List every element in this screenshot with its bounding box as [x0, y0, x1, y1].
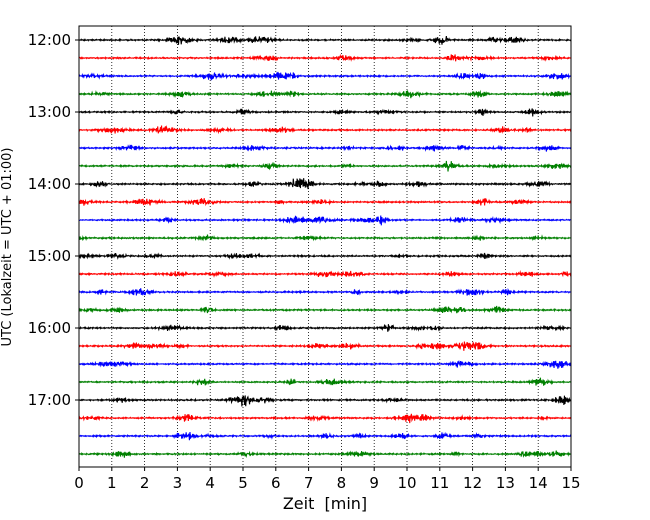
x-tick-label: 6 — [271, 474, 281, 492]
x-tick-label: 12 — [463, 474, 482, 492]
trace-1530 — [78, 287, 572, 296]
x-tick-label: 8 — [337, 474, 347, 492]
y-tick-label: 16:00 — [28, 319, 71, 337]
x-tick-label: 11 — [430, 474, 449, 492]
trace-1630 — [78, 359, 572, 369]
y-axis: 12:00 13:00 14:00 15:00 16:00 17:00 — [28, 31, 79, 409]
y-axis-label: UTC (Lokalzeit = UTC + 01:00) — [0, 148, 15, 347]
x-axis-label: Zeit [min] — [283, 494, 367, 513]
x-tick-label: 2 — [140, 474, 150, 492]
trace-1215 — [78, 53, 572, 62]
x-tick-label: 14 — [529, 474, 548, 492]
x-tick-label: 13 — [496, 474, 515, 492]
trace-1730 — [78, 431, 572, 441]
y-tick-label: 17:00 — [28, 391, 71, 409]
trace-1515 — [78, 269, 572, 278]
trace-1600 — [78, 324, 572, 332]
trace-1715 — [78, 413, 572, 424]
trace-1445 — [78, 234, 572, 242]
x-tick-label: 10 — [397, 474, 416, 492]
trace-1645 — [78, 377, 572, 386]
x-tick-label: 5 — [238, 474, 248, 492]
trace-1745 — [78, 450, 572, 459]
trace-1400 — [78, 178, 572, 190]
x-tick-label: 4 — [205, 474, 215, 492]
x-axis: 0 1 2 3 4 5 6 7 8 9 10 11 12 13 14 15 — [74, 467, 581, 492]
trace-1430 — [78, 215, 572, 226]
seismic-traces — [78, 35, 572, 459]
y-tick-label: 13:00 — [28, 103, 71, 121]
trace-1700 — [78, 395, 572, 407]
x-tick-label: 7 — [304, 474, 314, 492]
trace-1615 — [78, 341, 572, 351]
y-tick-label: 14:00 — [28, 175, 71, 193]
trace-1415 — [78, 198, 572, 207]
x-tick-label: 3 — [173, 474, 183, 492]
trace-1500 — [78, 252, 572, 260]
trace-1345 — [78, 160, 572, 172]
trace-1315 — [78, 125, 572, 135]
trace-1200 — [78, 35, 572, 45]
trace-1330 — [78, 144, 572, 152]
x-tick-label: 15 — [561, 474, 580, 492]
trace-1300 — [78, 108, 572, 117]
x-tick-label: 9 — [369, 474, 379, 492]
plot-frame — [78, 25, 572, 468]
trace-1230 — [78, 71, 572, 81]
trace-1545 — [78, 305, 572, 314]
y-tick-label: 15:00 — [28, 247, 71, 265]
x-tick-label: 0 — [74, 474, 84, 492]
y-tick-label: 12:00 — [28, 31, 71, 49]
trace-1245 — [78, 89, 572, 99]
x-tick-label: 1 — [107, 474, 117, 492]
